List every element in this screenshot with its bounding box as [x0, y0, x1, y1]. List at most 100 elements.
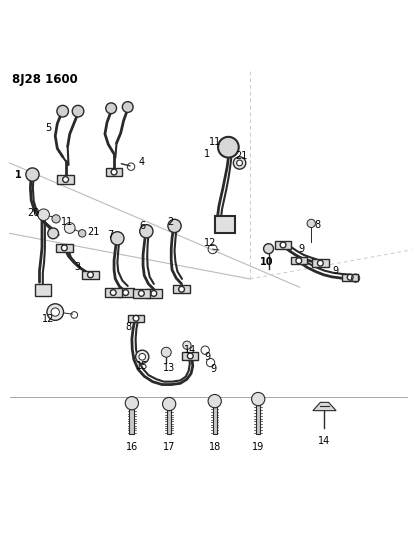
Bar: [130, 405, 134, 409]
Bar: [215, 216, 236, 232]
Text: 12: 12: [42, 314, 54, 324]
Circle shape: [111, 290, 116, 295]
Text: 9: 9: [204, 352, 211, 362]
Bar: [117, 288, 134, 297]
Circle shape: [63, 176, 68, 182]
Bar: [213, 402, 216, 407]
Circle shape: [51, 308, 59, 316]
Circle shape: [307, 219, 315, 228]
Circle shape: [296, 258, 302, 264]
Text: 9: 9: [299, 244, 305, 254]
Circle shape: [251, 392, 265, 406]
Circle shape: [78, 230, 86, 237]
Circle shape: [163, 398, 176, 410]
Bar: [312, 259, 329, 268]
Circle shape: [47, 304, 63, 320]
Circle shape: [64, 223, 75, 233]
Circle shape: [133, 316, 139, 321]
Circle shape: [72, 106, 84, 117]
Circle shape: [234, 157, 246, 169]
Text: 1: 1: [15, 169, 22, 180]
Circle shape: [61, 245, 67, 251]
Bar: [168, 405, 171, 410]
Circle shape: [136, 350, 149, 364]
Circle shape: [139, 353, 146, 360]
Circle shape: [106, 103, 116, 114]
Text: 8: 8: [126, 321, 132, 332]
Bar: [35, 284, 51, 296]
Text: 5: 5: [45, 123, 51, 133]
Bar: [82, 271, 99, 279]
Text: 3: 3: [74, 262, 80, 271]
Circle shape: [38, 209, 50, 221]
Text: 14: 14: [318, 435, 331, 446]
Bar: [57, 175, 74, 184]
Circle shape: [237, 160, 242, 166]
Text: 15: 15: [136, 361, 148, 371]
Circle shape: [111, 169, 117, 175]
Bar: [106, 168, 122, 176]
Text: 2: 2: [167, 217, 173, 227]
Circle shape: [122, 102, 133, 112]
Text: 20: 20: [27, 208, 40, 219]
Text: 8: 8: [314, 220, 320, 230]
Text: 7: 7: [108, 230, 114, 240]
Text: 13: 13: [163, 363, 175, 373]
Circle shape: [347, 274, 353, 280]
Text: 16: 16: [126, 442, 138, 451]
Bar: [256, 404, 260, 434]
Circle shape: [208, 394, 221, 408]
Text: 18: 18: [208, 442, 221, 451]
Bar: [105, 288, 121, 297]
Bar: [291, 257, 306, 264]
Circle shape: [218, 137, 239, 158]
Circle shape: [57, 106, 68, 117]
Bar: [167, 409, 171, 434]
Bar: [56, 244, 73, 252]
Circle shape: [140, 225, 153, 238]
Text: 14: 14: [183, 345, 196, 355]
Text: 4: 4: [138, 157, 144, 167]
Circle shape: [264, 244, 274, 254]
Bar: [275, 241, 291, 249]
Text: 21: 21: [88, 227, 100, 237]
Bar: [128, 314, 144, 322]
Text: 1: 1: [204, 149, 211, 159]
Bar: [129, 408, 134, 434]
Circle shape: [183, 341, 191, 349]
Circle shape: [187, 353, 193, 359]
Bar: [133, 289, 150, 297]
Text: 19: 19: [252, 442, 264, 451]
Text: 10: 10: [260, 257, 274, 268]
Text: 12: 12: [204, 238, 217, 248]
Circle shape: [280, 242, 286, 248]
Text: 11: 11: [61, 217, 74, 227]
Bar: [213, 406, 217, 434]
Circle shape: [168, 219, 181, 232]
Text: 6: 6: [139, 221, 145, 231]
Circle shape: [161, 348, 171, 357]
Circle shape: [88, 272, 93, 278]
Text: 21: 21: [236, 151, 248, 161]
Text: 9: 9: [211, 364, 217, 374]
Bar: [342, 273, 358, 281]
Circle shape: [111, 232, 124, 245]
Text: 8J28 1600: 8J28 1600: [12, 72, 78, 86]
Circle shape: [26, 168, 39, 181]
Circle shape: [52, 215, 60, 223]
Bar: [256, 400, 260, 405]
Bar: [173, 285, 190, 294]
Bar: [182, 352, 198, 360]
Circle shape: [125, 397, 138, 410]
Text: 17: 17: [163, 442, 175, 451]
Text: 11: 11: [209, 137, 221, 147]
Circle shape: [48, 228, 58, 239]
Circle shape: [123, 290, 128, 295]
Circle shape: [317, 260, 323, 266]
Polygon shape: [313, 402, 336, 410]
Circle shape: [138, 290, 144, 296]
Text: 9: 9: [333, 265, 339, 276]
Bar: [146, 289, 162, 297]
Circle shape: [178, 286, 184, 292]
Circle shape: [151, 290, 157, 296]
